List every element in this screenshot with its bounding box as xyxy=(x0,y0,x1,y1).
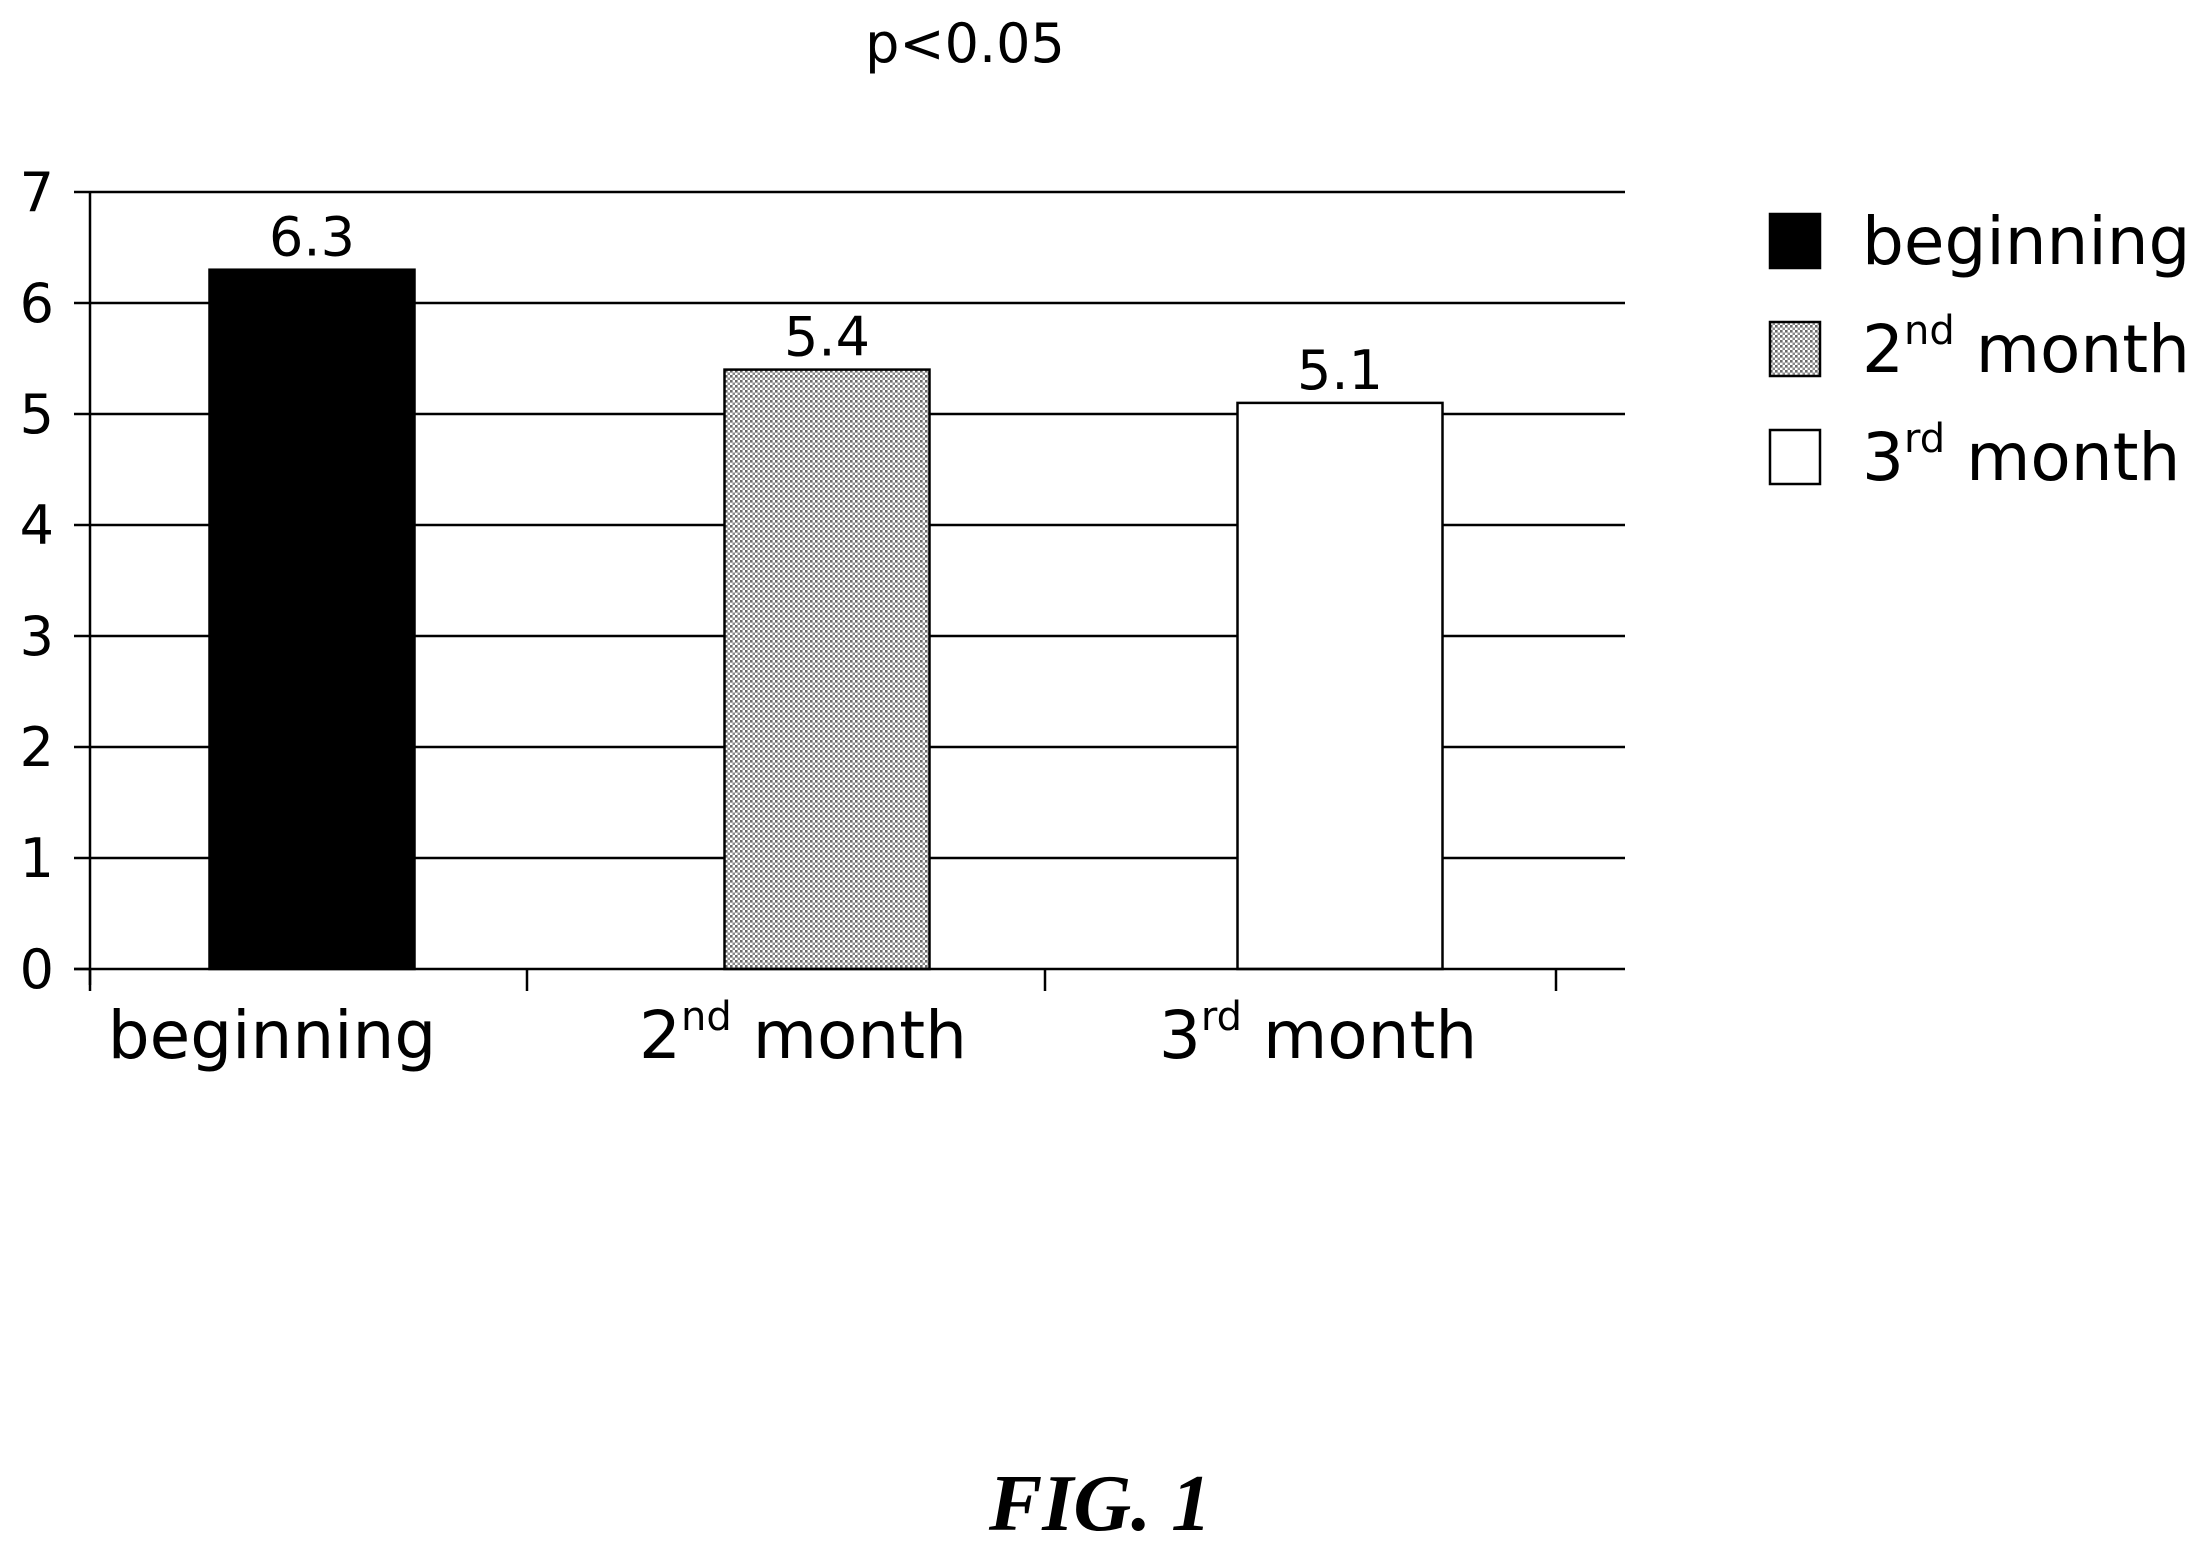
legend-swatch xyxy=(1768,428,1822,486)
y-tick-label: 5 xyxy=(20,383,54,446)
legend-label: 2nd month xyxy=(1862,308,2190,388)
y-tick-label: 1 xyxy=(20,827,54,890)
bar-value-label: 6.3 xyxy=(269,206,355,269)
y-tick-label: 0 xyxy=(20,938,54,1001)
y-tick-label: 7 xyxy=(20,161,54,224)
legend: beginning 2nd month 3rd month xyxy=(1768,203,2190,496)
y-tick-label: 6 xyxy=(20,272,54,335)
x-tick-label: beginning xyxy=(108,997,436,1074)
chart-title: p<0.05 xyxy=(865,12,1065,75)
bar xyxy=(208,268,416,971)
value-labels: 6.3 5.4 5.1 xyxy=(269,206,1383,402)
y-tick-label: 4 xyxy=(20,494,54,557)
bar-value-label: 5.1 xyxy=(1297,339,1383,402)
legend-label: 3rd month xyxy=(1862,416,2180,496)
figure-label: FIG. 1 xyxy=(988,1460,1211,1548)
legend-swatch xyxy=(1768,320,1822,378)
x-tick-label: 3rd month xyxy=(1159,994,1477,1074)
y-axis-ticks: 0 1 2 3 4 5 6 7 xyxy=(20,161,90,1001)
legend-swatch xyxy=(1768,212,1822,270)
bar xyxy=(723,368,931,971)
bar xyxy=(1236,401,1444,971)
axes xyxy=(74,192,1625,991)
bar-value-label: 5.4 xyxy=(784,306,870,369)
bars xyxy=(208,268,1444,971)
legend-label: beginning xyxy=(1862,203,2190,280)
y-tick-label: 3 xyxy=(20,605,54,668)
y-tick-label: 2 xyxy=(20,716,54,779)
x-axis-labels: beginning 2nd month 3rd month xyxy=(108,994,1477,1074)
x-tick-label: 2nd month xyxy=(639,994,967,1074)
